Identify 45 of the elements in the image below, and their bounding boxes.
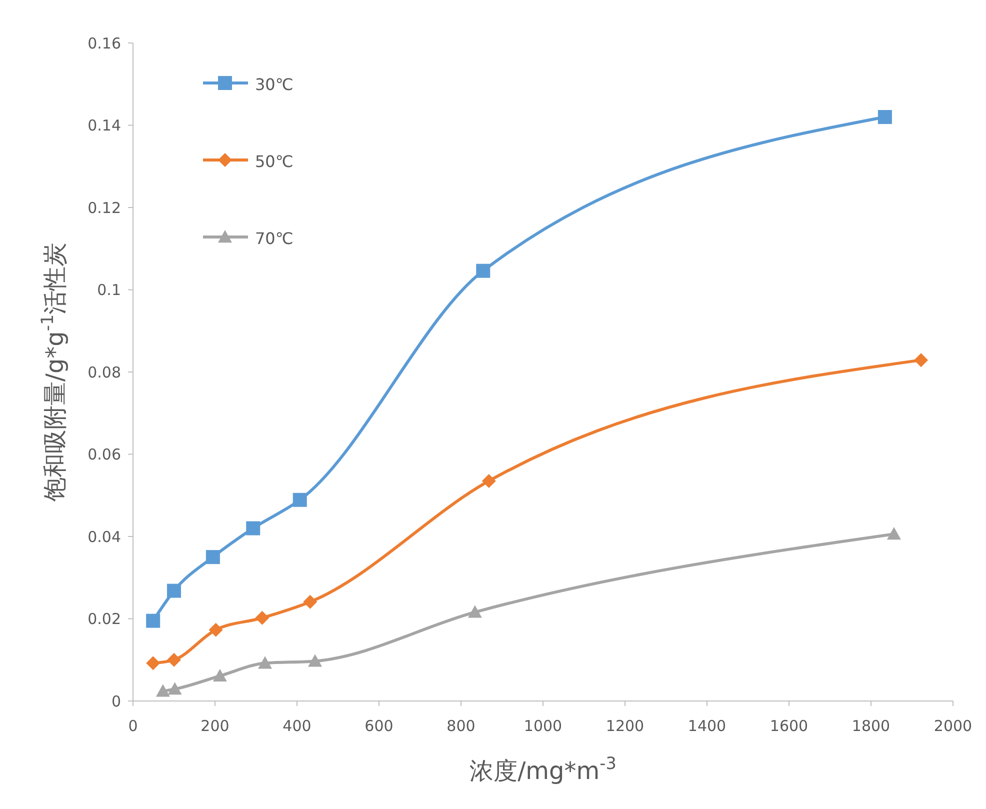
point	[303, 594, 318, 609]
x-tick-label: 2000	[934, 717, 972, 735]
x-tick-label: 1400	[688, 717, 726, 735]
x-tick-label: 1200	[606, 717, 644, 735]
point	[258, 656, 272, 669]
x-tick-label: 1600	[770, 717, 808, 735]
point	[476, 264, 490, 278]
point	[246, 521, 260, 536]
y-tick-label: 0.08	[88, 363, 121, 382]
point	[168, 682, 182, 695]
y-tick-label: 0	[111, 692, 121, 710]
x-tick-label: 600	[364, 717, 394, 735]
x-tick-label: 0	[128, 717, 138, 735]
point	[146, 614, 160, 628]
point	[146, 656, 160, 670]
y-tick-label: 0.06	[88, 446, 121, 464]
point	[212, 668, 227, 682]
y-tick-label: 0.04	[88, 528, 121, 546]
x-tick-label: 200	[200, 717, 230, 735]
point	[878, 110, 892, 124]
legend-label: 70℃	[255, 229, 294, 248]
point	[156, 684, 170, 697]
point	[255, 610, 270, 625]
point	[167, 584, 181, 598]
point	[886, 527, 901, 540]
point	[208, 622, 223, 637]
y-tick-label: 0.02	[88, 610, 121, 628]
y-tick-label: 0.14	[88, 116, 121, 134]
point	[914, 353, 928, 368]
x-tick-label: 1000	[524, 717, 562, 735]
y-tick-label: 0.1	[97, 281, 121, 299]
x-tick-label: 800	[446, 717, 476, 735]
x-tick-label: 400	[282, 717, 312, 735]
legend-label: 50℃	[255, 152, 294, 172]
y-tick-label: 0.16	[88, 34, 121, 52]
x-axis-title: 浓度/mg*m$^{-3}$	[470, 753, 616, 785]
point	[292, 492, 307, 507]
y-tick-label: 0.12	[88, 198, 121, 217]
point	[482, 474, 496, 488]
point	[167, 652, 181, 667]
point	[206, 550, 220, 564]
point	[308, 654, 322, 667]
point	[468, 605, 482, 618]
x-tick-label: 1800	[852, 717, 890, 735]
legend-label: 30℃	[255, 75, 294, 94]
